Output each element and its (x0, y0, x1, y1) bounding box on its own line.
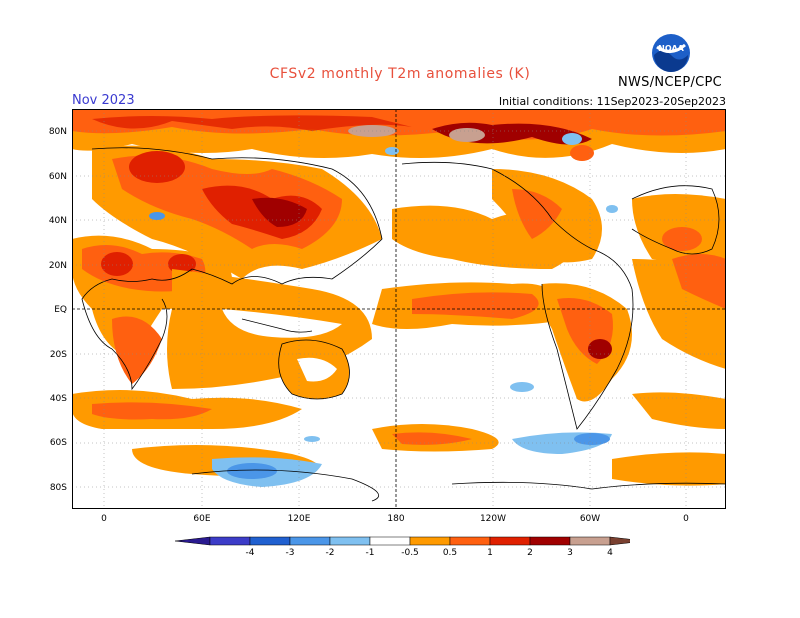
lat-label: EQ (54, 305, 67, 315)
lon-label: 0 (101, 514, 107, 524)
colorbar-tick-label: -4 (245, 548, 255, 558)
colorbar (174, 536, 630, 546)
colorbar-tick-label: -1 (365, 548, 375, 558)
colorbar-swatch (409, 536, 451, 546)
lon-label: 60E (193, 514, 211, 524)
noaa-logo-icon: NOAA (652, 34, 690, 72)
lat-label: 80N (48, 127, 67, 137)
anomaly-map (72, 109, 726, 509)
colorbar-tick-label: 0.5 (442, 548, 458, 558)
colorbar-tick-label: 2 (527, 548, 533, 558)
lat-label: 60N (48, 172, 67, 182)
lon-label: 0 (683, 514, 689, 524)
lat-label: 60S (49, 438, 67, 448)
colorbar-swatch (329, 536, 371, 546)
lon-label: 120W (479, 514, 507, 524)
colorbar-swatch (369, 536, 411, 546)
colorbar-swatch (529, 536, 571, 546)
lat-label: 20S (49, 350, 67, 360)
coastlines (81, 147, 726, 502)
chart-title: CFSv2 monthly T2m anomalies (K) (269, 66, 531, 82)
colorbar-tick-label: 3 (567, 548, 573, 558)
colorbar-swatch (449, 536, 491, 546)
colorbar-swatch (289, 536, 331, 546)
lon-label: 60W (579, 514, 601, 524)
logo-text: NOAA (658, 44, 684, 53)
map-frame (72, 109, 726, 509)
lat-label: 80S (49, 483, 67, 493)
forecast-month: Nov 2023 (72, 93, 135, 108)
anomaly-field (72, 109, 726, 509)
gridlines (72, 109, 726, 509)
colorbar-swatch (209, 536, 251, 546)
lon-label: 120E (287, 514, 311, 524)
lon-label: 180 (387, 514, 405, 524)
agency-label: NWS/NCEP/CPC (618, 75, 723, 90)
colorbar-max-arrow (609, 536, 630, 546)
colorbar-tick-label: -2 (325, 548, 335, 558)
lat-label: 40N (48, 216, 67, 226)
colorbar-swatch (489, 536, 531, 546)
colorbar-tick-label: 1 (487, 548, 493, 558)
colorbar-min-arrow (174, 536, 211, 546)
colorbar-swatch (249, 536, 291, 546)
lat-label: 20N (48, 261, 67, 271)
lat-label: 40S (49, 394, 67, 404)
colorbar-tick-label: -0.5 (401, 548, 419, 558)
colorbar-swatch (569, 536, 611, 546)
colorbar-tick-label: 4 (607, 548, 613, 558)
colorbar-tick-label: -3 (285, 548, 295, 558)
initial-conditions-label: Initial conditions: 11Sep2023-20Sep2023 (498, 95, 726, 108)
